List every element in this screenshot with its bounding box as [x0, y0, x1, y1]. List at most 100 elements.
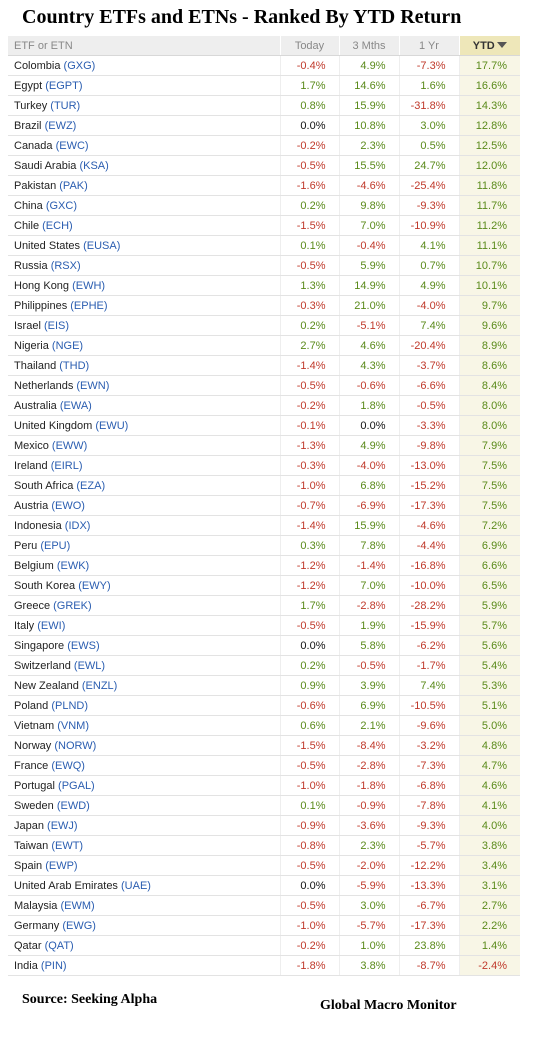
table-row[interactable]: Belgium (EWK) -1.2% -1.4% -16.8% 6.6%: [8, 555, 520, 576]
col-header-1yr[interactable]: 1 Yr: [398, 36, 459, 56]
table-row[interactable]: Malaysia (EWM) -0.5% 3.0% -6.7% 2.7%: [8, 895, 520, 916]
ticker-link[interactable]: (TUR): [50, 99, 81, 112]
ticker-link[interactable]: (ECH): [42, 219, 73, 232]
table-row[interactable]: South Africa (EZA) -1.0% 6.8% -15.2% 7.5%: [8, 475, 520, 496]
ticker-link[interactable]: (PAK): [59, 179, 88, 192]
ticker-link[interactable]: (EWZ): [44, 119, 77, 132]
table-row[interactable]: Italy (EWI) -0.5% 1.9% -15.9% 5.7%: [8, 615, 520, 636]
table-row[interactable]: Ireland (EIRL) -0.3% -4.0% -13.0% 7.5%: [8, 455, 520, 476]
ticker-link[interactable]: (EPHE): [70, 299, 108, 312]
ticker-link[interactable]: (EIS): [43, 319, 70, 332]
ticker-link[interactable]: (EIRL): [50, 459, 83, 472]
table-row[interactable]: Spain (EWP) -0.5% -2.0% -12.2% 3.4%: [8, 855, 520, 876]
table-row[interactable]: Qatar (QAT) -0.2% 1.0% 23.8% 1.4%: [8, 935, 520, 956]
ticker-link[interactable]: (VNM): [57, 719, 89, 732]
ticker-link[interactable]: (NGE): [51, 339, 84, 352]
ticker-link[interactable]: (EWG): [62, 919, 96, 932]
table-row[interactable]: Mexico (EWW) -1.3% 4.9% -9.8% 7.9%: [8, 435, 520, 456]
ticker-link[interactable]: (EGPT): [45, 79, 83, 92]
table-row[interactable]: Israel (EIS) 0.2% -5.1% 7.4% 9.6%: [8, 315, 520, 336]
table-row[interactable]: Singapore (EWS) 0.0% 5.8% -6.2% 5.6%: [8, 635, 520, 656]
table-row[interactable]: Japan (EWJ) -0.9% -3.6% -9.3% 4.0%: [8, 815, 520, 836]
col-header-today[interactable]: Today: [279, 36, 339, 56]
table-row[interactable]: China (GXC) 0.2% 9.8% -9.3% 11.7%: [8, 195, 520, 216]
table-row[interactable]: Germany (EWG) -1.0% -5.7% -17.3% 2.2%: [8, 915, 520, 936]
ticker-link[interactable]: (KSA): [79, 159, 109, 172]
ticker-link[interactable]: (IDX): [64, 519, 91, 532]
table-row[interactable]: Saudi Arabia (KSA) -0.5% 15.5% 24.7% 12.0%: [8, 155, 520, 176]
ticker-link[interactable]: (EWJ): [47, 819, 78, 832]
table-row[interactable]: United Arab Emirates (UAE) 0.0% -5.9% -13.3…: [8, 875, 520, 896]
ticker-link[interactable]: (GREK): [53, 599, 92, 612]
table-row[interactable]: Nigeria (NGE) 2.7% 4.6% -20.4% 8.9%: [8, 335, 520, 356]
table-row[interactable]: Pakistan (PAK) -1.6% -4.6% -25.4% 11.8%: [8, 175, 520, 196]
table-row[interactable]: India (PIN) -1.8% 3.8% -8.7% -2.4%: [8, 955, 520, 976]
ticker-link[interactable]: (EWL): [73, 659, 106, 672]
ticker-link[interactable]: (EWM): [60, 899, 95, 912]
table-row[interactable]: Thailand (THD) -1.4% 4.3% -3.7% 8.6%: [8, 355, 520, 376]
table-row[interactable]: United States (EUSA) 0.1% -0.4% 4.1% 11.1%: [8, 235, 520, 256]
table-row[interactable]: Portugal (PGAL) -1.0% -1.8% -6.8% 4.6%: [8, 775, 520, 796]
ticker-link[interactable]: (GXG): [63, 59, 96, 72]
table-row[interactable]: Sweden (EWD) 0.1% -0.9% -7.8% 4.1%: [8, 795, 520, 816]
col-header-ytd[interactable]: YTD: [458, 36, 520, 56]
table-row[interactable]: Norway (NORW) -1.5% -8.4% -3.2% 4.8%: [8, 735, 520, 756]
col-header-3mths[interactable]: 3 Mths: [338, 36, 399, 56]
ticker-link[interactable]: (EWW): [51, 439, 88, 452]
ticker-link[interactable]: (PGAL): [58, 779, 95, 792]
table-row[interactable]: Australia (EWA) -0.2% 1.8% -0.5% 8.0%: [8, 395, 520, 416]
table-row[interactable]: Switzerland (EWL) 0.2% -0.5% -1.7% 5.4%: [8, 655, 520, 676]
table-row[interactable]: South Korea (EWY) -1.2% 7.0% -10.0% 6.5%: [8, 575, 520, 596]
ticker-link[interactable]: (EWY): [78, 579, 111, 592]
table-row[interactable]: United Kingdom (EWU) -0.1% 0.0% -3.3% 8.0%: [8, 415, 520, 436]
ticker-link[interactable]: (PLND): [51, 699, 88, 712]
table-row[interactable]: Philippines (EPHE) -0.3% 21.0% -4.0% 9.7%: [8, 295, 520, 316]
table-row[interactable]: Russia (RSX) -0.5% 5.9% 0.7% 10.7%: [8, 255, 520, 276]
table-row[interactable]: Poland (PLND) -0.6% 6.9% -10.5% 5.1%: [8, 695, 520, 716]
ticker-link[interactable]: (UAE): [121, 879, 151, 892]
table-row[interactable]: Hong Kong (EWH) 1.3% 14.9% 4.9% 10.1%: [8, 275, 520, 296]
ticker-link[interactable]: (RSX): [50, 259, 81, 272]
table-row[interactable]: Canada (EWC) -0.2% 2.3% 0.5% 12.5%: [8, 135, 520, 156]
ticker-link[interactable]: (EWI): [37, 619, 66, 632]
ticker-link[interactable]: (EWS): [67, 639, 100, 652]
ticker-link[interactable]: (THD): [59, 359, 90, 372]
ticker-link[interactable]: (GXC): [45, 199, 77, 212]
table-row[interactable]: Peru (EPU) 0.3% 7.8% -4.4% 6.9%: [8, 535, 520, 556]
table-row[interactable]: New Zealand (ENZL) 0.9% 3.9% 7.4% 5.3%: [8, 675, 520, 696]
ticker-link[interactable]: (EWH): [72, 279, 106, 292]
ticker-link[interactable]: (EWK): [56, 559, 90, 572]
col-header-ytd-label: YTD: [472, 39, 495, 52]
ticker-link[interactable]: (EWO): [51, 499, 85, 512]
ticker-link[interactable]: (EUSA): [83, 239, 121, 252]
ticker-link[interactable]: (EWT): [51, 839, 84, 852]
table-row[interactable]: Taiwan (EWT) -0.8% 2.3% -5.7% 3.8%: [8, 835, 520, 856]
ticker-link[interactable]: (EWC): [55, 139, 89, 152]
ticker-link[interactable]: (EPU): [40, 539, 71, 552]
table-row[interactable]: France (EWQ) -0.5% -2.8% -7.3% 4.7%: [8, 755, 520, 776]
table-row[interactable]: Greece (GREK) 1.7% -2.8% -28.2% 5.9%: [8, 595, 520, 616]
ticker-link[interactable]: (EZA): [76, 479, 106, 492]
table-row[interactable]: Egypt (EGPT) 1.7% 14.6% 1.6% 16.6%: [8, 75, 520, 96]
today-value: -1.4%: [279, 355, 339, 376]
ticker-link[interactable]: (EWA): [59, 399, 92, 412]
ticker-link[interactable]: (EWP): [45, 859, 78, 872]
country-name: Brazil: [14, 119, 42, 132]
table-row[interactable]: Netherlands (EWN) -0.5% -0.6% -6.6% 8.4%: [8, 375, 520, 396]
ticker-link[interactable]: (QAT): [44, 939, 74, 952]
ticker-link[interactable]: (EWD): [56, 799, 90, 812]
table-row[interactable]: Indonesia (IDX) -1.4% 15.9% -4.6% 7.2%: [8, 515, 520, 536]
table-row[interactable]: Chile (ECH) -1.5% 7.0% -10.9% 11.2%: [8, 215, 520, 236]
table-row[interactable]: Austria (EWO) -0.7% -6.9% -17.3% 7.5%: [8, 495, 520, 516]
ticker-link[interactable]: (EWU): [95, 419, 129, 432]
table-row[interactable]: Vietnam (VNM) 0.6% 2.1% -9.6% 5.0%: [8, 715, 520, 736]
ticker-link[interactable]: (EWN): [76, 379, 110, 392]
col-header-name[interactable]: ETF or ETN: [8, 36, 280, 56]
table-row[interactable]: Colombia (GXG) -0.4% 4.9% -7.3% 17.7%: [8, 55, 520, 76]
ticker-link[interactable]: (ENZL): [81, 679, 118, 692]
table-row[interactable]: Brazil (EWZ) 0.0% 10.8% 3.0% 12.8%: [8, 115, 520, 136]
ticker-link[interactable]: (NORW): [54, 739, 97, 752]
ticker-link[interactable]: (EWQ): [51, 759, 85, 772]
table-row[interactable]: Turkey (TUR) 0.8% 15.9% -31.8% 14.3%: [8, 95, 520, 116]
ticker-link[interactable]: (PIN): [40, 959, 67, 972]
